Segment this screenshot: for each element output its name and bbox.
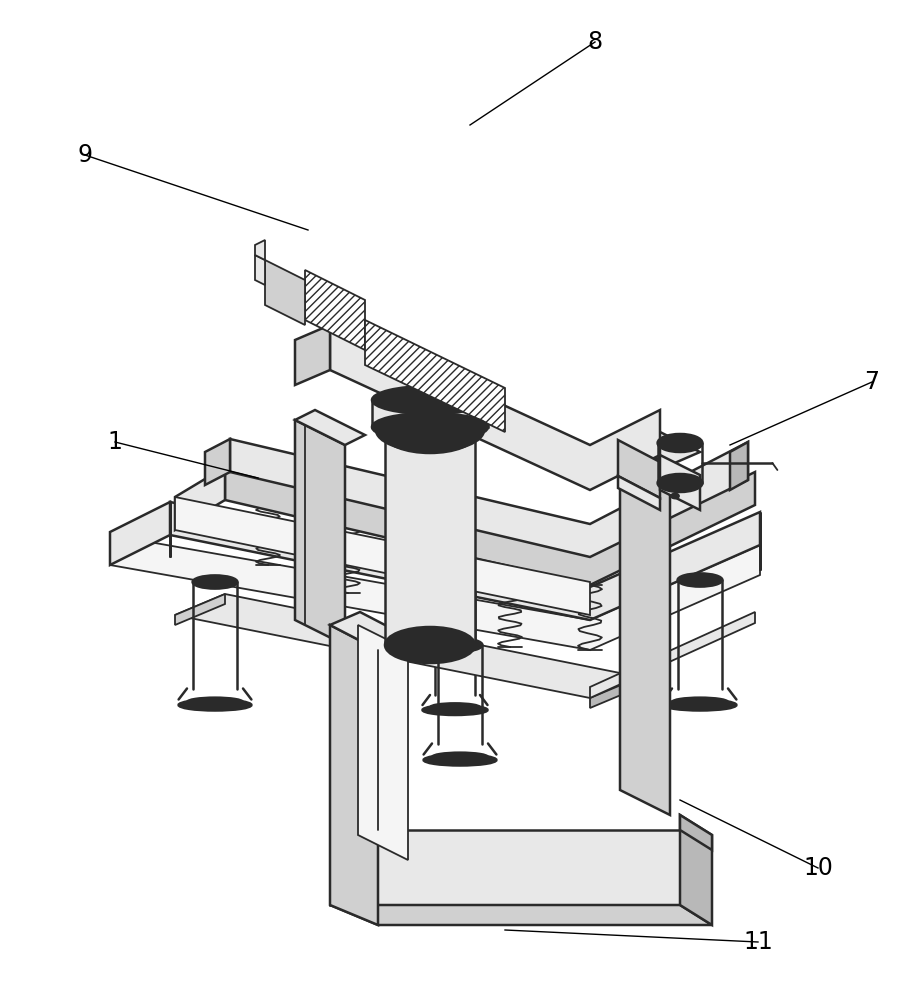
Polygon shape [255,255,265,285]
Ellipse shape [179,700,252,710]
Polygon shape [372,400,488,427]
Ellipse shape [422,705,488,715]
Text: 7: 7 [864,370,880,394]
Ellipse shape [657,474,703,492]
Ellipse shape [430,703,480,711]
Polygon shape [330,325,660,490]
Polygon shape [175,497,590,615]
Polygon shape [255,240,265,260]
Polygon shape [618,440,660,498]
Polygon shape [660,455,700,510]
Ellipse shape [424,754,497,766]
Polygon shape [175,467,225,530]
Ellipse shape [192,575,237,589]
Polygon shape [230,439,748,557]
Text: 8: 8 [587,30,603,54]
Polygon shape [330,905,712,925]
Polygon shape [590,677,640,708]
Ellipse shape [664,700,736,710]
Text: 1: 1 [107,430,123,454]
Text: 10: 10 [803,856,833,880]
Ellipse shape [372,386,488,414]
Polygon shape [170,502,760,620]
Ellipse shape [435,579,475,591]
Ellipse shape [671,493,679,498]
Ellipse shape [438,638,482,652]
Polygon shape [365,320,505,432]
Ellipse shape [667,478,693,488]
Polygon shape [618,476,660,510]
Ellipse shape [432,752,488,761]
Polygon shape [175,594,225,625]
Polygon shape [295,420,345,645]
Polygon shape [385,435,475,645]
Ellipse shape [677,573,723,587]
Ellipse shape [187,697,243,706]
Polygon shape [110,535,760,650]
Polygon shape [305,270,365,350]
Polygon shape [620,427,700,465]
Polygon shape [330,612,408,650]
Ellipse shape [396,632,464,658]
Ellipse shape [376,408,484,452]
Polygon shape [680,815,712,850]
Text: 11: 11 [743,930,773,954]
Text: 9: 9 [77,143,93,167]
Polygon shape [358,625,408,860]
Polygon shape [330,830,680,905]
Polygon shape [205,439,230,485]
Polygon shape [175,594,640,698]
Polygon shape [330,625,378,925]
Ellipse shape [372,413,488,441]
Polygon shape [265,260,305,325]
Polygon shape [295,410,365,445]
Polygon shape [225,467,755,585]
Polygon shape [620,440,670,815]
Polygon shape [295,325,330,385]
Ellipse shape [385,627,475,663]
Ellipse shape [385,417,475,453]
Ellipse shape [672,697,728,706]
Polygon shape [110,502,170,565]
Polygon shape [730,442,748,490]
Polygon shape [590,612,755,698]
Polygon shape [680,815,712,925]
Ellipse shape [657,434,703,452]
